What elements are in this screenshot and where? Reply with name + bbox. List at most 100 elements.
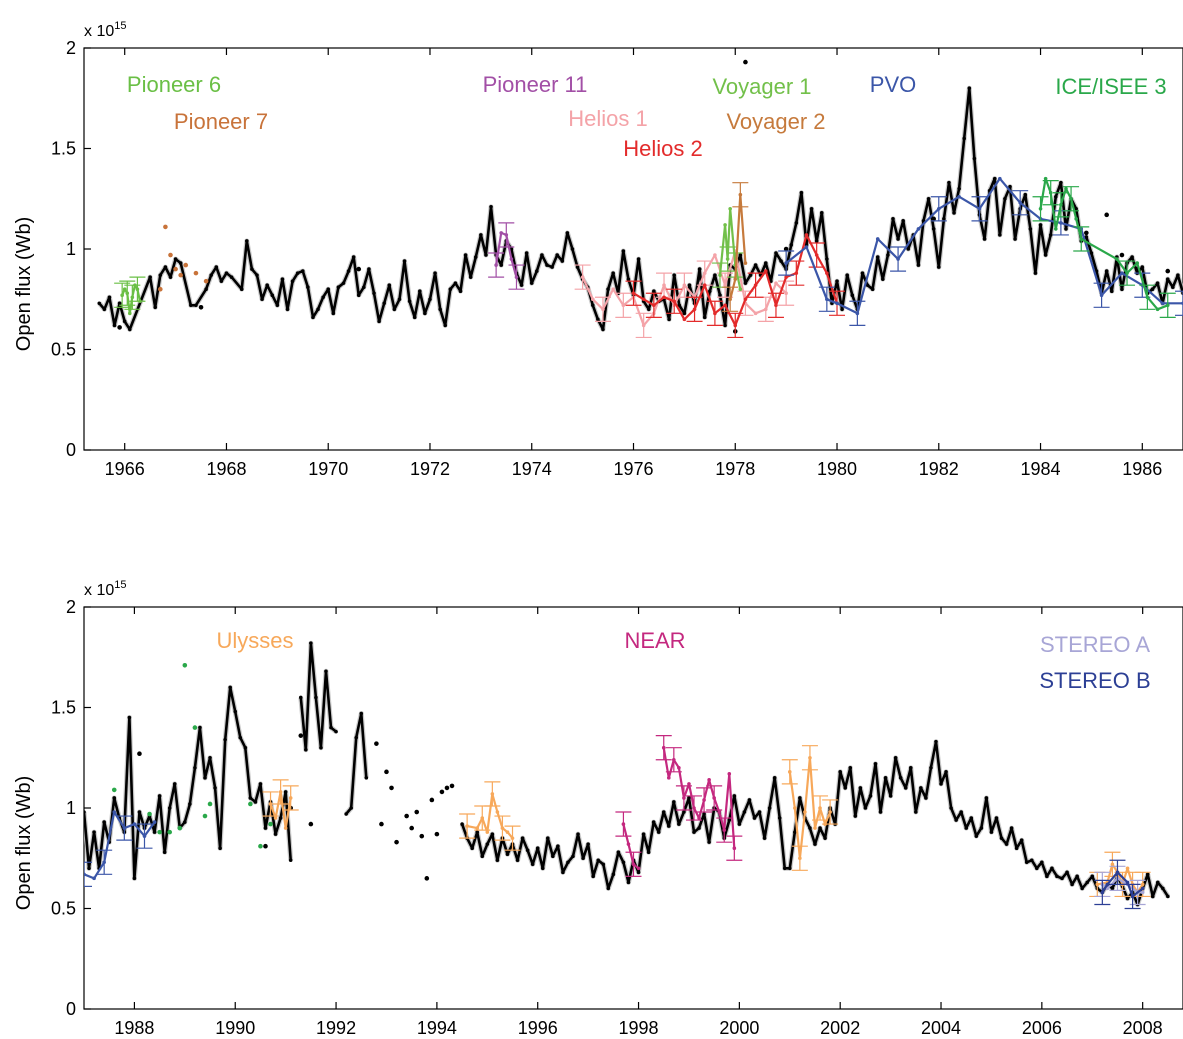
data-point-near [722,828,727,832]
data-point-helios2 [713,311,717,316]
data-point-omni [743,281,748,285]
data-point-ice_isee3 [202,813,208,819]
data-point-omni [566,860,570,865]
data-point-voyager1 [725,257,730,261]
data-point-omni [434,831,440,837]
data-point-omni [560,259,565,263]
data-point-omni [1009,826,1014,830]
data-point-omni [906,247,911,251]
data-point-omni [1024,860,1029,865]
data-point-omni [158,273,163,277]
data-point-near [707,778,711,782]
data-point-pvo [1018,200,1022,205]
data-point-omni [1035,866,1039,871]
data-point-omni [423,311,427,316]
data-point-pioneer11 [509,257,514,261]
data-point-omni [682,810,686,814]
data-point-omni [535,269,539,273]
data-point-omni [672,800,676,804]
data-point-ice_isee3 [167,829,173,835]
data-point-omni [742,810,747,814]
data-point-omni [218,846,222,850]
series-line-omni [98,86,1183,331]
data-point-omni [1004,842,1009,846]
data-point-omni [1038,223,1043,227]
data-point-omni [982,237,987,241]
data-point-ice_isee3 [1145,295,1150,300]
data-point-omni [748,273,753,277]
data-point-omni [463,253,468,257]
data-point-omni [258,782,263,786]
data-point-omni [611,872,616,877]
x-tick-label: 2004 [921,1018,961,1038]
mission-label-voyager2: Voyager 2 [726,109,825,134]
data-point-helios2 [774,303,778,308]
data-point-omni [992,176,997,181]
data-point-helios1 [621,303,626,308]
data-point-omni [1145,872,1150,877]
data-point-omni [1084,235,1089,239]
data-point-pioneer7 [193,270,199,276]
x-tick-label: 1966 [105,459,145,479]
x-tick-label: 1998 [619,1018,659,1038]
data-point-near [717,810,722,814]
data-point-omni [794,221,799,225]
mission-label-stereo_b: STEREO B [1039,668,1150,693]
data-point-omni [263,826,268,830]
data-point-omni [677,303,682,308]
data-point-omni [586,842,590,846]
data-point-omni [1055,874,1059,879]
data-point-helios1 [784,291,788,296]
data-point-omni [295,271,300,275]
data-point-omni [429,797,435,803]
data-point-omni [954,818,958,822]
data-point-pioneer6 [130,295,135,300]
data-point-ice_isee3 [1069,196,1073,201]
data-point-ulysses [803,810,807,814]
mission-label-pvo: PVO [870,72,916,97]
data-point-omni [189,303,193,308]
data-point-ice_isee3 [1038,207,1043,211]
data-point-omni [860,271,865,275]
data-point-omni [351,255,356,259]
x-tick-label: 2000 [719,1018,759,1038]
data-point-helios1 [580,275,585,279]
data-point-omni [1155,880,1160,885]
data-point-omni [424,876,430,881]
data-point-stereo_a [1140,890,1145,895]
data-point-omni [132,876,137,881]
data-point-ulysses [268,802,273,806]
data-point-omni [163,265,168,269]
data-point-omni [952,211,956,215]
data-point-omni [290,279,295,283]
data-point-omni [152,830,157,834]
plot-area [84,640,1171,910]
data-point-omni [275,303,280,308]
data-point-omni [448,287,453,292]
data-point-omni [999,836,1004,840]
data-point-omni [367,267,371,271]
data-point-ulysses [485,830,490,834]
data-point-omni [747,798,752,802]
data-point-ulysses [465,824,469,828]
data-point-omni [372,291,376,296]
data-point-omni [418,289,422,294]
series-line-pvo [84,810,156,880]
data-point-helios2 [652,303,656,308]
data-point-ice_isee3 [192,725,198,730]
data-point-omni [359,711,364,716]
data-point-omni [767,806,772,810]
data-point-ulysses [490,792,495,796]
data-point-omni [708,289,712,294]
data-point-pvo [784,261,788,265]
data-point-omni [1059,180,1063,185]
data-point-pioneer7 [183,262,189,268]
data-point-omni [944,770,948,774]
data-point-ulysses [818,806,822,810]
data-point-omni [853,814,858,818]
data-point-omni [646,307,651,312]
data-point-omni [414,809,420,815]
data-point-helios2 [692,307,697,312]
data-point-stereo_b [1115,870,1120,875]
data-point-omni [480,854,485,859]
